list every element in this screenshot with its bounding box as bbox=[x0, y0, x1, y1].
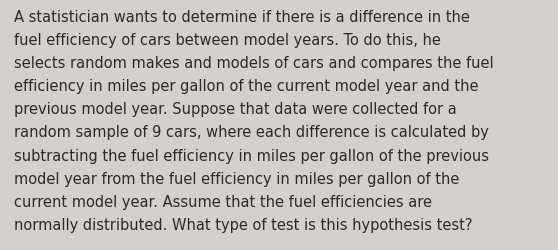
Text: normally distributed. What type of test is this hypothesis test?: normally distributed. What type of test … bbox=[14, 217, 473, 232]
Text: A statistician wants to determine if there is a difference in the: A statistician wants to determine if the… bbox=[14, 10, 470, 25]
Text: efficiency in miles per gallon of the current model year and the: efficiency in miles per gallon of the cu… bbox=[14, 79, 478, 94]
Text: fuel efficiency of cars between model years. To do this, he: fuel efficiency of cars between model ye… bbox=[14, 33, 441, 48]
Text: previous model year. Suppose that data were collected for a: previous model year. Suppose that data w… bbox=[14, 102, 456, 117]
Text: subtracting the fuel efficiency in miles per gallon of the previous: subtracting the fuel efficiency in miles… bbox=[14, 148, 489, 163]
Text: model year from the fuel efficiency in miles per gallon of the: model year from the fuel efficiency in m… bbox=[14, 171, 459, 186]
Text: current model year. Assume that the fuel efficiencies are: current model year. Assume that the fuel… bbox=[14, 194, 432, 209]
Text: selects random makes and models of cars and compares the fuel: selects random makes and models of cars … bbox=[14, 56, 494, 71]
Text: random sample of 9 cars, where each difference is calculated by: random sample of 9 cars, where each diff… bbox=[14, 125, 489, 140]
